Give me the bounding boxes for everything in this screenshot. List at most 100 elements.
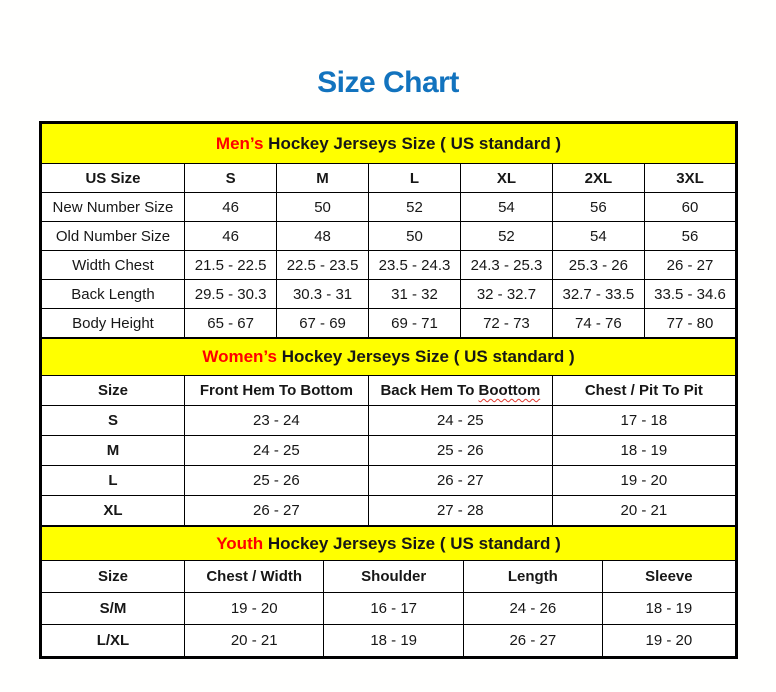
value-cell: 24 - 25 <box>367 405 553 436</box>
value-cell: 18 - 19 <box>323 624 464 657</box>
row-label-cell: L <box>41 465 185 496</box>
size-chart-table: Men’s Hockey Jerseys Size ( US standard … <box>39 121 738 659</box>
youth-banner-highlight: Youth <box>216 533 264 553</box>
table-row: Body Height 65 - 67 67 - 69 69 - 71 72 - 73 7… <box>41 308 736 338</box>
row-label-cell: S/M <box>41 592 185 625</box>
table-row: Old Number Size 46 48 50 52 54 56 <box>41 221 736 251</box>
column-header-size: Size <box>41 375 185 406</box>
value-cell: 20 - 21 <box>551 495 737 526</box>
womens-section-banner: Women’s Hockey Jerseys Size ( US standar… <box>41 338 736 376</box>
table-row: Width Chest 21.5 - 22.5 22.5 - 23.5 23.5 - … <box>41 250 736 280</box>
row-label-cell: Old Number Size <box>41 221 185 251</box>
value-cell: 32 - 32.7 <box>460 279 553 309</box>
column-header-chest-width: Chest / Width <box>183 560 325 593</box>
misspelled-word: Boottom <box>478 382 541 399</box>
value-cell: 54 <box>551 221 646 251</box>
mens-banner-row: Men’s Hockey Jerseys Size ( US standard … <box>41 123 736 164</box>
womens-banner-highlight: Women’s <box>202 347 277 366</box>
value-cell: 26 - 27 <box>644 250 736 280</box>
table-row: New Number Size 46 50 52 54 56 60 <box>41 192 736 222</box>
value-cell: 25 - 26 <box>367 435 553 466</box>
womens-header-row: Size Front Hem To Bottom Back Hem To Boo… <box>41 375 737 406</box>
womens-banner-row: Women’s Hockey Jerseys Size ( US standar… <box>41 338 736 376</box>
value-cell: 21.5 - 22.5 <box>183 250 278 280</box>
value-cell: 27 - 28 <box>367 495 553 526</box>
value-cell: 48 <box>276 221 369 251</box>
value-cell: 29.5 - 30.3 <box>183 279 278 309</box>
column-header-shoulder: Shoulder <box>323 560 464 593</box>
column-header-back-hem: Back Hem To Boottom <box>367 375 553 406</box>
value-cell: 20 - 21 <box>183 624 325 657</box>
value-cell: 25.3 - 26 <box>551 250 646 280</box>
table-row: S/M 19 - 20 16 - 17 24 - 26 18 - 19 <box>41 592 737 625</box>
youth-banner-row: Youth Hockey Jerseys Size ( US standard … <box>41 526 736 561</box>
table-row: L/XL 20 - 21 18 - 19 26 - 27 19 - 20 <box>41 624 737 657</box>
table-row: XL 26 - 27 27 - 28 20 - 21 <box>41 495 737 526</box>
column-header-us-size: US Size <box>41 163 185 193</box>
column-header-length: Length <box>462 560 603 593</box>
youth-header-row: Size Chest / Width Shoulder Length Sleev… <box>41 560 737 593</box>
row-label-cell: New Number Size <box>41 192 185 222</box>
row-label-cell: Width Chest <box>41 250 185 280</box>
value-cell: 65 - 67 <box>183 308 278 338</box>
table-row: S 23 - 24 24 - 25 17 - 18 <box>41 405 737 436</box>
value-cell: 24.3 - 25.3 <box>460 250 553 280</box>
value-cell: 69 - 71 <box>367 308 462 338</box>
back-hem-prefix: Back Hem To <box>380 382 479 399</box>
value-cell: 23.5 - 24.3 <box>367 250 462 280</box>
column-header-sleeve: Sleeve <box>601 560 737 593</box>
value-cell: 46 <box>183 192 278 222</box>
value-cell: 23 - 24 <box>183 405 369 436</box>
row-label-cell: Back Length <box>41 279 185 309</box>
table-row: L 25 - 26 26 - 27 19 - 20 <box>41 465 737 496</box>
column-header-3xl: 3XL <box>644 163 736 193</box>
row-label-cell: XL <box>41 495 185 526</box>
row-label-cell: S <box>41 405 185 436</box>
womens-banner-text: Hockey Jerseys Size ( US standard ) <box>276 347 575 366</box>
column-header-m: M <box>276 163 369 193</box>
value-cell: 50 <box>276 192 369 222</box>
value-cell: 67 - 69 <box>276 308 369 338</box>
value-cell: 56 <box>551 192 646 222</box>
value-cell: 72 - 73 <box>460 308 553 338</box>
value-cell: 32.7 - 33.5 <box>551 279 646 309</box>
value-cell: 77 - 80 <box>644 308 736 338</box>
value-cell: 33.5 - 34.6 <box>644 279 736 309</box>
value-cell: 50 <box>367 221 462 251</box>
value-cell: 60 <box>644 192 736 222</box>
column-header-2xl: 2XL <box>551 163 646 193</box>
column-header-chest-pit: Chest / Pit To Pit <box>551 375 737 406</box>
mens-banner-text: Hockey Jerseys Size ( US standard ) <box>263 133 562 153</box>
column-header-xl: XL <box>460 163 553 193</box>
value-cell: 54 <box>460 192 553 222</box>
value-cell: 52 <box>460 221 553 251</box>
mens-size-table: Men’s Hockey Jerseys Size ( US standard … <box>41 123 736 338</box>
value-cell: 19 - 20 <box>551 465 737 496</box>
value-cell: 31 - 32 <box>367 279 462 309</box>
value-cell: 19 - 20 <box>601 624 737 657</box>
mens-header-row: US Size S M L XL 2XL 3XL <box>41 163 736 193</box>
column-header-front-hem: Front Hem To Bottom <box>183 375 369 406</box>
column-header-size: Size <box>41 560 185 593</box>
row-label-cell: Body Height <box>41 308 185 338</box>
value-cell: 25 - 26 <box>183 465 369 496</box>
table-row: Back Length 29.5 - 30.3 30.3 - 31 31 - 32 32… <box>41 279 736 309</box>
table-row: M 24 - 25 25 - 26 18 - 19 <box>41 435 737 466</box>
mens-banner-highlight: Men’s <box>215 133 264 153</box>
youth-section-banner: Youth Hockey Jerseys Size ( US standard … <box>41 526 736 561</box>
value-cell: 18 - 19 <box>551 435 737 466</box>
youth-size-table: Youth Hockey Jerseys Size ( US standard … <box>41 526 737 657</box>
value-cell: 26 - 27 <box>462 624 603 657</box>
value-cell: 19 - 20 <box>183 592 325 625</box>
value-cell: 17 - 18 <box>551 405 737 436</box>
value-cell: 56 <box>644 221 736 251</box>
column-header-l: L <box>367 163 462 193</box>
value-cell: 30.3 - 31 <box>276 279 369 309</box>
row-label-cell: L/XL <box>41 624 185 657</box>
row-label-cell: M <box>41 435 185 466</box>
page-title: Size Chart <box>317 66 459 99</box>
value-cell: 24 - 25 <box>183 435 369 466</box>
value-cell: 46 <box>183 221 278 251</box>
value-cell: 24 - 26 <box>462 592 603 625</box>
youth-banner-text: Hockey Jerseys Size ( US standard ) <box>263 533 561 553</box>
